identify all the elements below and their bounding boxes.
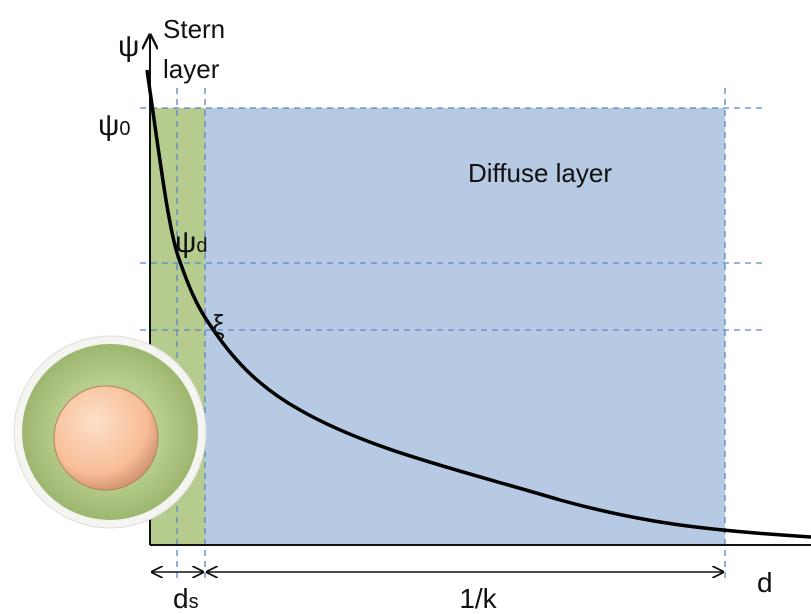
stern-label: layer [163, 54, 220, 84]
ds-label: ds [173, 583, 199, 614]
psid-label: ψd [175, 226, 208, 259]
y-axis-label: ψ [118, 30, 139, 63]
particle [13, 335, 207, 529]
x-axis-label: d [757, 567, 773, 598]
guides [140, 88, 765, 580]
text-part: 0 [119, 118, 130, 140]
stern-label: Stern [163, 14, 225, 44]
text-part: ψ [98, 109, 119, 142]
text-part: d [196, 235, 207, 257]
diffuse-region [205, 108, 725, 545]
text-part: ψ [175, 226, 196, 259]
diffuse-label: Diffuse layer [468, 158, 612, 188]
text-part: s [189, 591, 199, 613]
potential-curve [145, 69, 811, 539]
zeta-label: ξ [212, 309, 225, 340]
debye-label: 1/k [459, 583, 497, 614]
psi0-label: ψ0 [98, 109, 131, 142]
text-part: d [173, 583, 189, 614]
